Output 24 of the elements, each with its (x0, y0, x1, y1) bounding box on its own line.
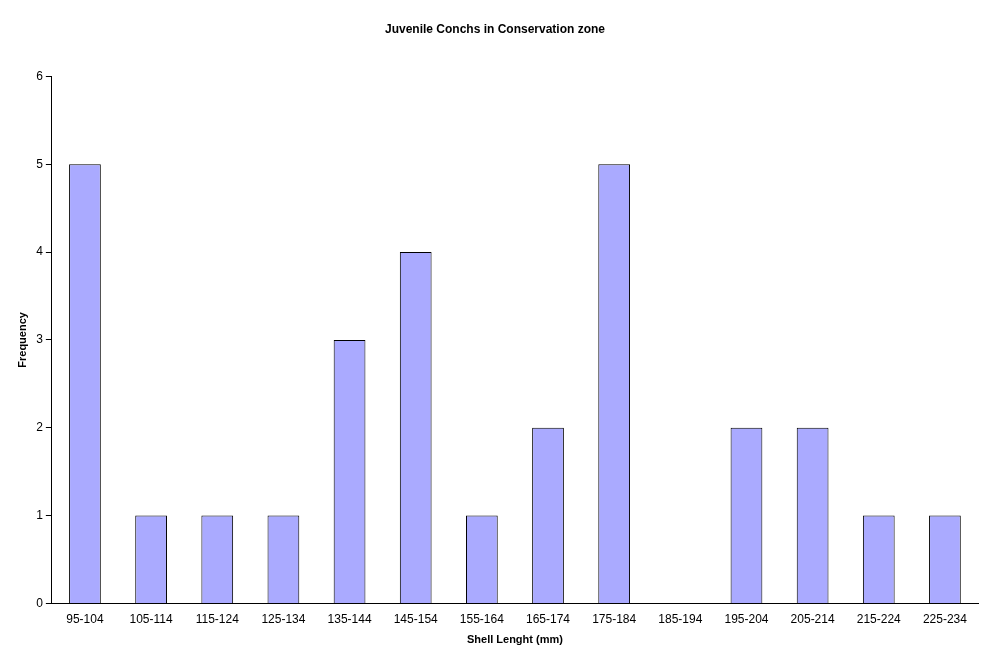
x-tick-label: 185-194 (658, 611, 703, 626)
y-tick-label: 2 (36, 420, 44, 435)
x-tick-label: 205-214 (790, 611, 835, 626)
x-tick-label: 225-234 (922, 611, 968, 626)
x-tick-label: 115-124 (195, 611, 240, 626)
x-tick-label: 105-114 (129, 611, 173, 626)
x-tick-label: 145-154 (393, 611, 439, 626)
chart-title: Juvenile Conchs in Conservation zone (384, 21, 606, 36)
y-tick-label: 1 (36, 507, 44, 522)
x-tick-label: 165-174 (525, 611, 571, 626)
y-axis-title: Frequency (15, 311, 28, 368)
x-tick-label: 175-184 (592, 611, 637, 626)
y-tick-label: 0 (36, 595, 44, 610)
x-tick-label: 215-224 (856, 611, 902, 626)
y-tick-label: 3 (36, 332, 44, 347)
y-tick-label: 5 (36, 156, 44, 171)
x-tick-label: 135-144 (327, 611, 372, 626)
x-tick-label: 125-134 (261, 611, 306, 626)
x-tick-label: 195-204 (724, 611, 769, 626)
x-tick-label: 95-104 (66, 611, 104, 626)
y-tick-label: 6 (36, 68, 44, 83)
y-tick-label: 4 (36, 244, 44, 259)
x-axis-title: Shell Lenght (mm) (466, 633, 564, 646)
x-tick-label: 155-164 (459, 611, 505, 626)
